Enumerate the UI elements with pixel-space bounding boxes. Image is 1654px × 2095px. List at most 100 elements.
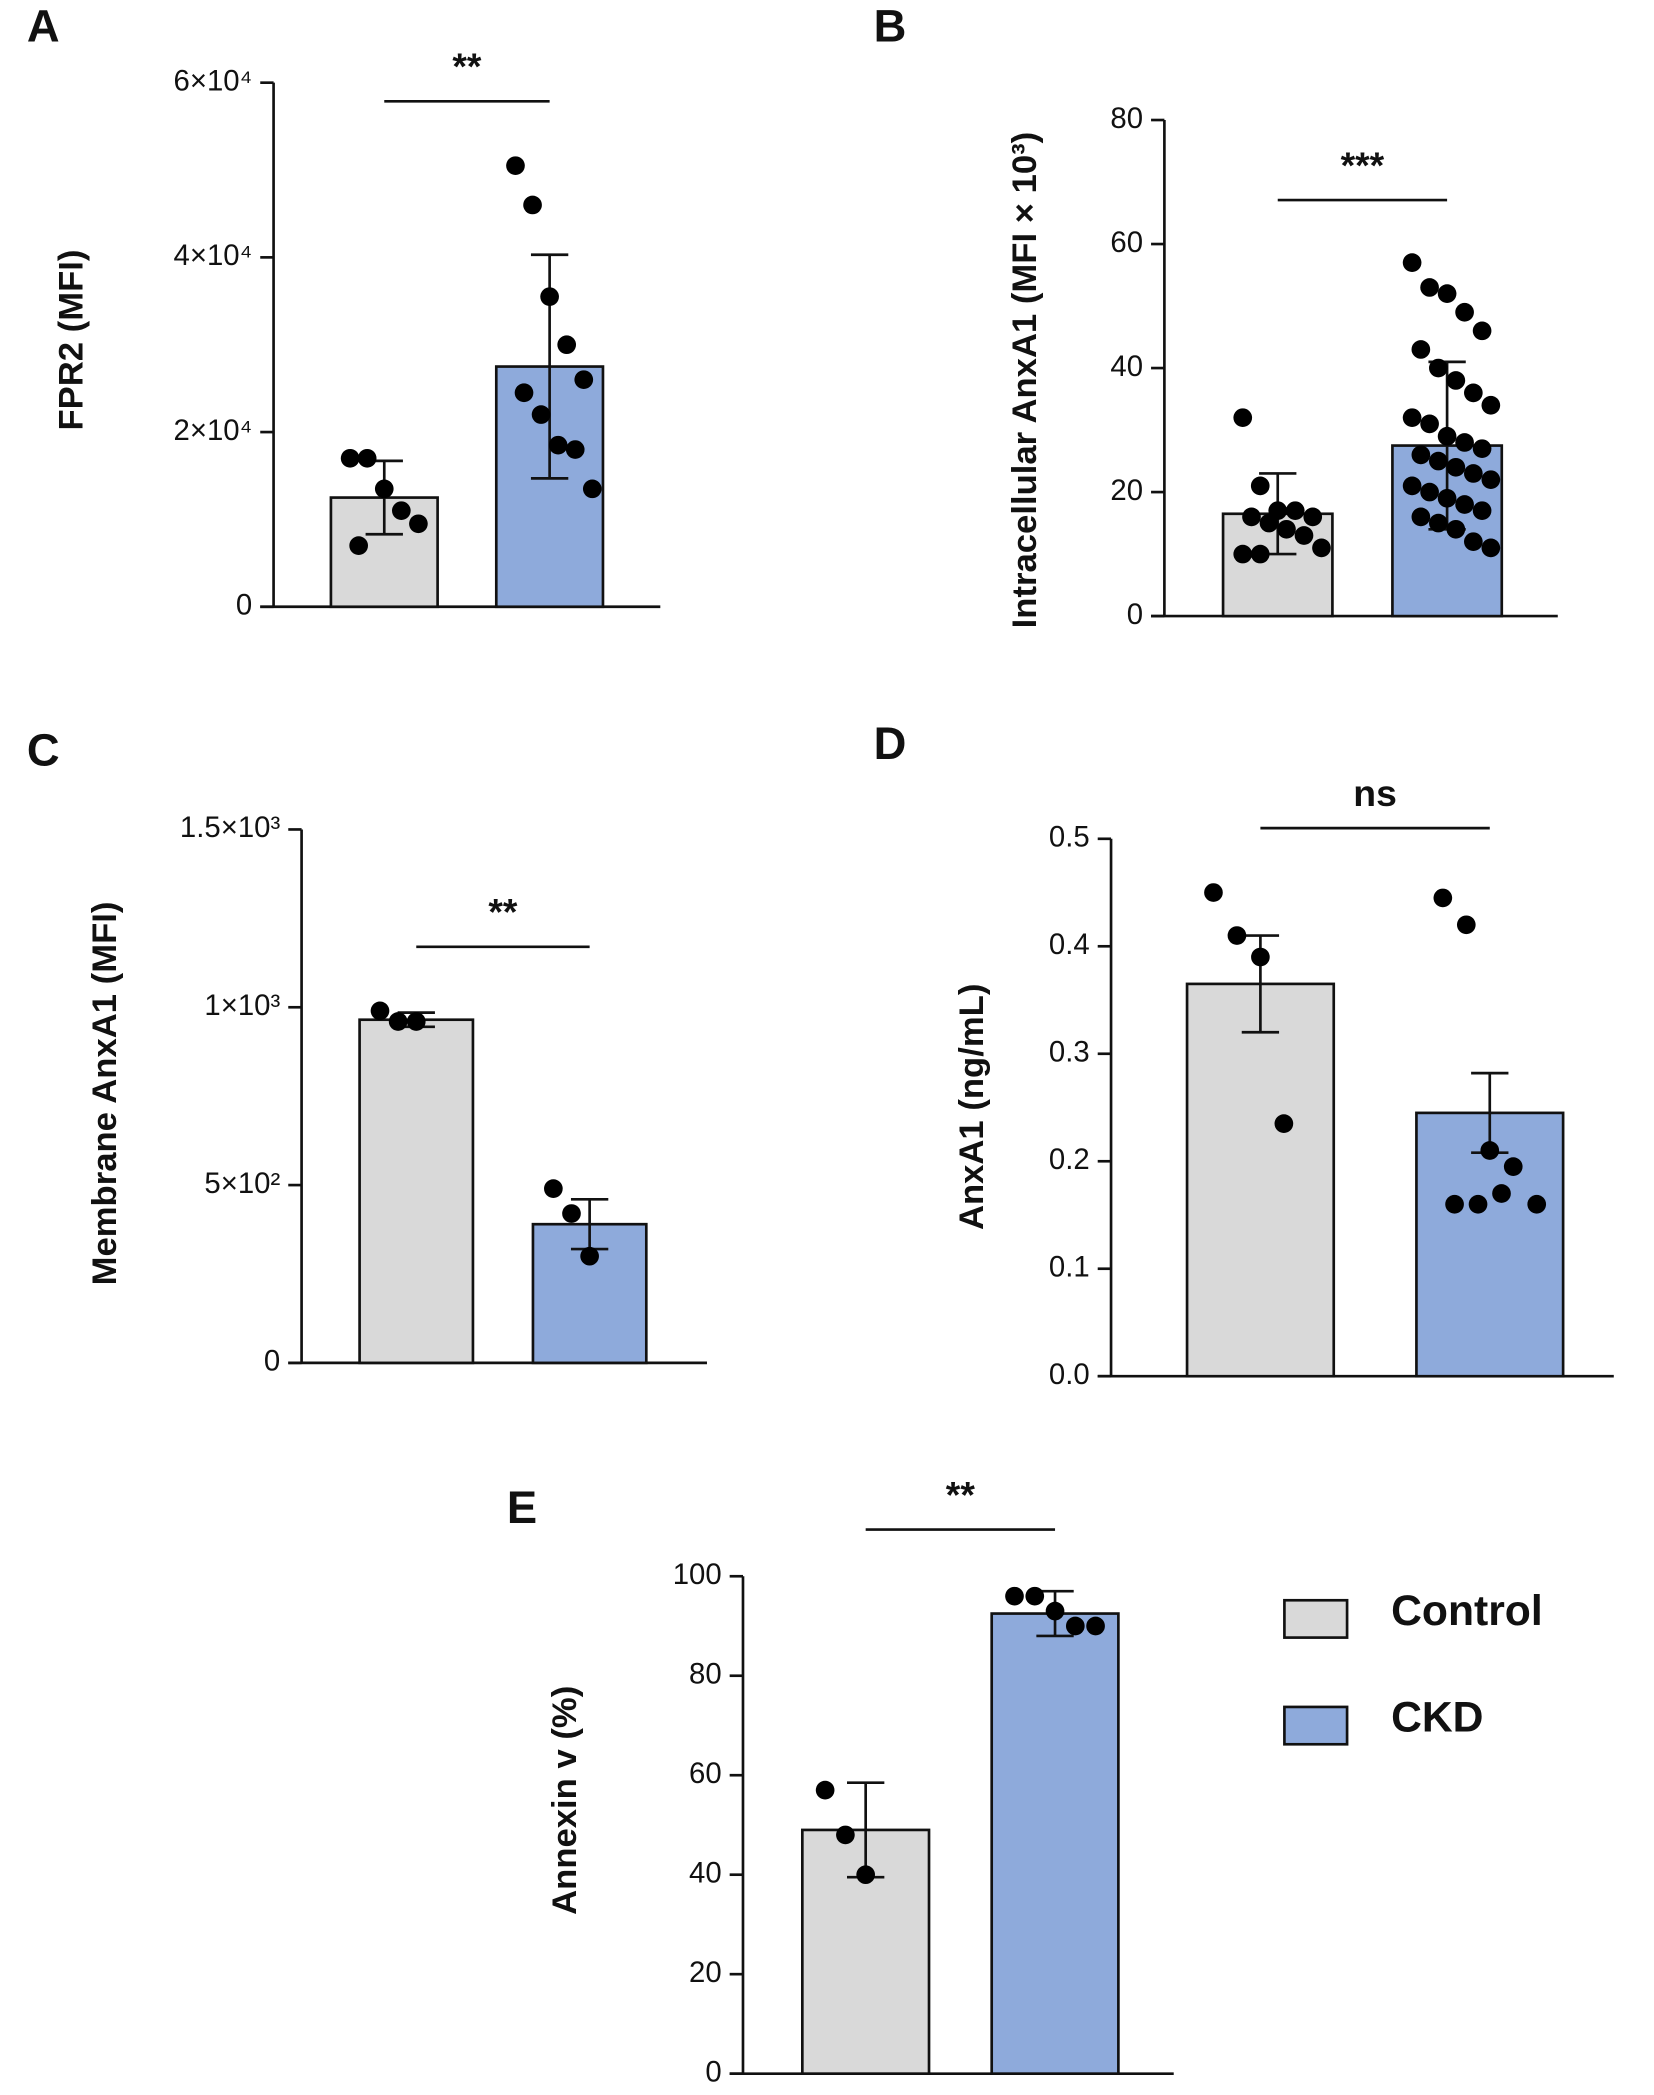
data-point (1468, 1194, 1488, 1214)
data-point (565, 440, 585, 459)
data-point (836, 1825, 855, 1845)
data-point (540, 287, 559, 307)
significance-label: ns (1353, 772, 1397, 814)
y-tick-label: 4×10⁴ (174, 239, 253, 272)
legend-swatch (1283, 1598, 1349, 1639)
y-tick-label: 80 (1110, 102, 1143, 135)
significance-label: *** (1341, 144, 1385, 186)
data-point (1481, 470, 1501, 490)
data-point (1437, 284, 1457, 303)
data-point (1429, 513, 1448, 533)
data-point (1437, 488, 1457, 508)
data-point (1446, 457, 1466, 477)
data-point (1065, 1616, 1085, 1636)
data-point (1464, 464, 1483, 483)
y-tick-label: 0.5 (1049, 821, 1090, 854)
data-point (1411, 340, 1431, 359)
significance-label: ** (946, 1473, 976, 1515)
data-point (409, 514, 428, 534)
data-point (557, 335, 577, 355)
data-point (574, 370, 594, 389)
data-point (580, 1246, 599, 1266)
data-point (1312, 538, 1331, 558)
legend-swatch (1283, 1705, 1349, 1746)
data-point (1233, 544, 1253, 564)
data-point (1285, 501, 1305, 521)
data-point (1227, 926, 1247, 945)
data-point (506, 156, 525, 175)
data-point (562, 1204, 581, 1223)
significance-label: ** (452, 45, 482, 87)
y-tick-label: 20 (1110, 474, 1143, 507)
y-tick-label: 0.1 (1049, 1250, 1090, 1283)
data-point (1446, 371, 1466, 390)
data-point (349, 536, 368, 555)
data-point (1402, 253, 1422, 272)
y-tick-label: 0 (705, 2055, 721, 2088)
data-point (544, 1179, 563, 1198)
data-point (1025, 1586, 1045, 1606)
y-tick-label: 2×10⁴ (174, 414, 253, 447)
data-point (1455, 433, 1474, 452)
data-point (1005, 1586, 1024, 1606)
y-axis-label: Intracellular AnxA1 (MFI × 10³) (1006, 132, 1044, 629)
bar (1185, 982, 1336, 1378)
data-point (1503, 1157, 1523, 1176)
data-point (1492, 1184, 1511, 1203)
y-tick-label: 0.3 (1049, 1036, 1090, 1069)
y-tick-label: 5×10² (204, 1167, 280, 1200)
data-point (1420, 278, 1439, 297)
data-point (1464, 532, 1483, 552)
panel-letter: E (507, 1482, 537, 1533)
y-tick-label: 40 (689, 1856, 722, 1889)
data-point (1445, 1194, 1464, 1214)
panel-letter: D (874, 718, 907, 769)
data-point (1250, 544, 1270, 564)
data-point (1527, 1194, 1547, 1214)
data-point (1429, 451, 1448, 471)
significance-label: ** (488, 891, 518, 933)
y-tick-label: 0.2 (1049, 1143, 1090, 1176)
data-point (374, 479, 394, 499)
data-point (1086, 1616, 1105, 1636)
data-point (388, 1012, 408, 1031)
data-point (1472, 501, 1492, 521)
data-point (1411, 507, 1431, 527)
data-point (1420, 414, 1439, 434)
data-point (1250, 476, 1270, 496)
data-point (1455, 302, 1474, 322)
data-point (406, 1012, 426, 1031)
y-axis-label: Annexin v (%) (546, 1686, 584, 1915)
data-point (1274, 1114, 1294, 1133)
y-tick-label: 0 (264, 1345, 280, 1378)
data-point (1433, 888, 1453, 908)
y-tick-label: 60 (689, 1757, 722, 1790)
data-point (1303, 507, 1323, 527)
y-axis-label: AnxA1 (ng/mL) (953, 984, 991, 1230)
data-point (523, 195, 542, 215)
y-tick-label: 6×10⁴ (174, 64, 253, 97)
y-tick-label: 20 (689, 1956, 722, 1989)
data-point (1455, 495, 1474, 514)
y-axis-label: FPR2 (MFI) (53, 250, 91, 431)
data-point (1481, 538, 1501, 558)
data-point (1259, 513, 1279, 533)
data-point (1481, 395, 1501, 415)
y-tick-label: 40 (1110, 350, 1143, 383)
data-point (548, 435, 568, 455)
panel-letter: A (27, 0, 60, 51)
data-point (391, 501, 411, 521)
panel-letter: B (874, 0, 907, 51)
y-tick-label: 80 (689, 1657, 722, 1690)
data-point (1472, 321, 1492, 341)
data-point (1437, 426, 1457, 446)
data-point (357, 448, 377, 468)
data-point (1480, 1141, 1500, 1160)
data-point (531, 405, 551, 424)
data-point (856, 1865, 876, 1885)
y-tick-label: 1×10³ (204, 989, 280, 1022)
data-point (1242, 507, 1261, 527)
data-point (1456, 915, 1476, 935)
legend-label: CKD (1391, 1694, 1483, 1742)
